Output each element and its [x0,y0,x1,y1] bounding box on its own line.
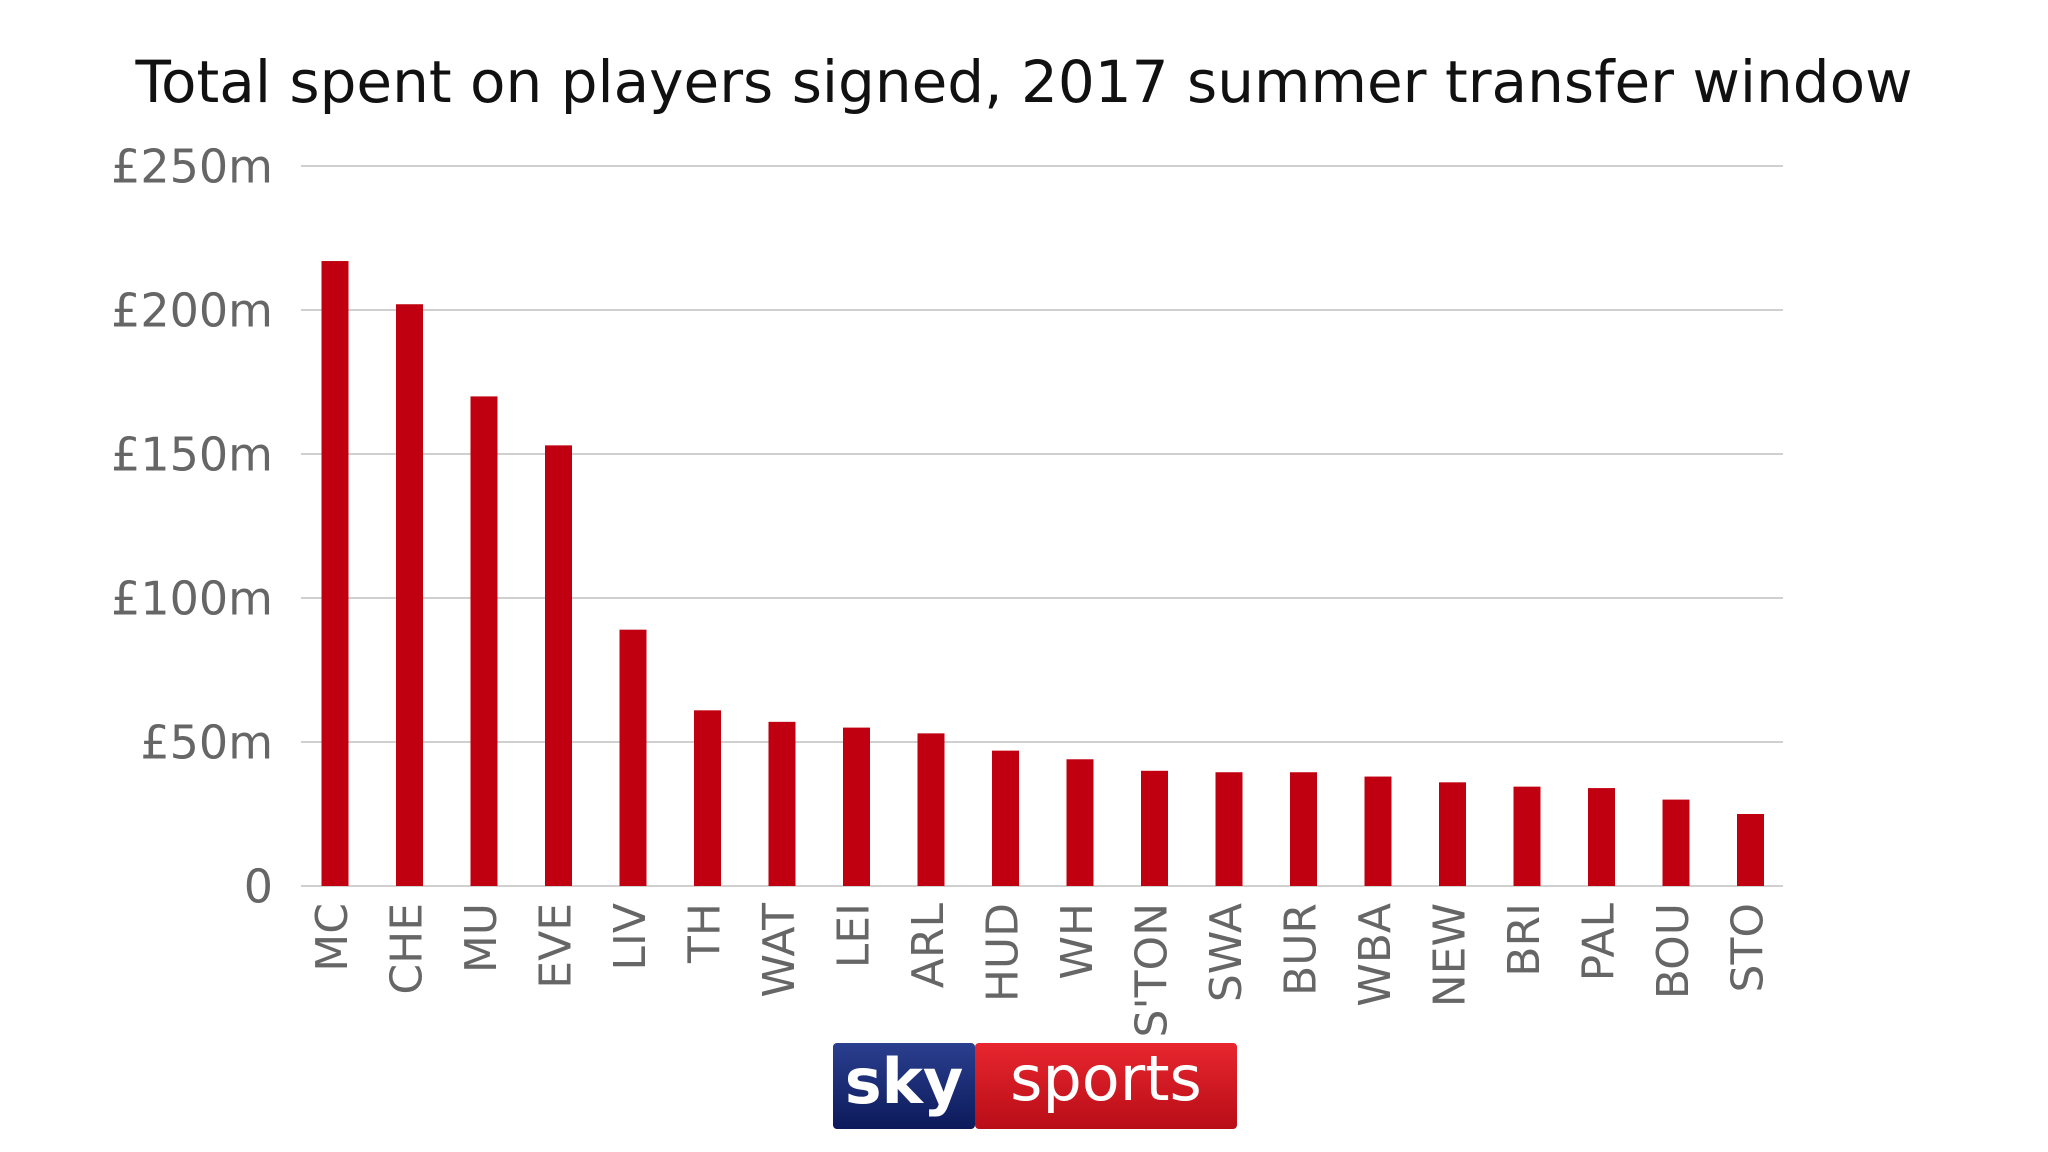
logo: sky sports [833,1042,1237,1129]
y-tick-label: £150m [111,428,273,482]
bar [1662,799,1690,886]
logo-sky-bg [833,1043,975,1129]
x-tick-label: WBA [1350,903,1401,1007]
bar [1513,786,1541,886]
bar [470,396,498,886]
bar [1066,759,1094,886]
x-tick-label: BOU [1648,903,1699,999]
x-tick-label: CHE [382,903,433,995]
bar [694,710,721,886]
y-tick-label: £50m [140,716,273,770]
bar [545,445,572,886]
x-tick-label: STO [1723,903,1774,992]
logo-sports: sports [1010,1042,1202,1115]
x-tick-label: S'TON [1127,903,1178,1037]
x-tick-label: LEI [829,903,880,968]
x-tick-label: PAL [1574,903,1625,982]
logo-sky: sky [845,1045,964,1118]
x-tick-label: WH [1052,903,1103,980]
x-tick-label: MC [307,903,358,972]
x-tick-label: BRI [1499,903,1550,977]
bar [1290,772,1317,886]
x-tick-label: SWA [1201,903,1252,1002]
chart-title: Total spent on players signed, 2017 summ… [134,48,1912,116]
bar [768,721,796,886]
x-tick-label: WAT [754,903,805,998]
bar [1439,782,1466,886]
bar [1588,788,1615,886]
y-tick-label: 0 [244,860,273,914]
bar [992,750,1019,886]
x-tick-label: BUR [1276,903,1327,996]
x-tick-label: LIV [605,903,656,971]
x-tick-label: ARL [903,903,954,989]
bar [1141,770,1168,886]
y-tick-label: £100m [111,572,273,626]
x-tick-label: EVE [531,903,582,989]
x-tick-label: NEW [1425,903,1476,1007]
x-tick-label: MU [456,903,507,973]
bar [917,733,945,886]
bar [619,629,647,886]
bar [321,261,349,886]
bar [1364,776,1392,886]
y-tick-label: £250m [111,140,273,194]
logo-sports-bg [975,1043,1237,1129]
x-tick-label: HUD [978,903,1029,1002]
y-tick-label: £200m [111,284,273,338]
bar [843,727,870,886]
bar [1215,772,1243,886]
bar [396,304,423,886]
bar [1737,814,1764,886]
x-tick-label: TH [680,903,731,964]
